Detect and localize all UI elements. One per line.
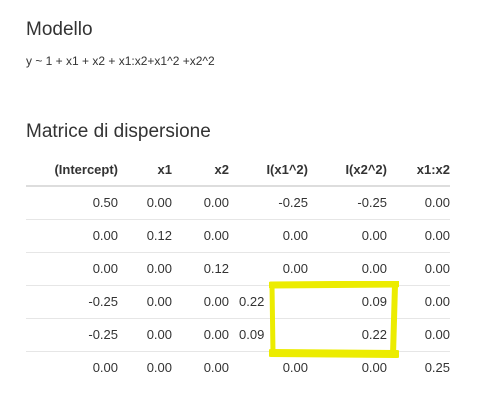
table-row: -0.25 0.00 0.00 0.09 0.22 0.00: [26, 317, 450, 351]
table-cell: -0.25: [278, 195, 308, 211]
table-cell: 0.00: [26, 218, 118, 252]
table-cell: 0.00: [424, 195, 450, 211]
table-cell: 0.00: [118, 284, 172, 318]
dispersion-matrix-table: (Intercept) x1 x2 I(x1^2) I(x2^2) x1:x2 …: [26, 153, 450, 384]
table-cell: 0.00: [172, 284, 229, 318]
table-cell: -0.25: [357, 195, 387, 211]
column-header-x1-squared: I(x1^2): [229, 153, 308, 187]
table-row: 0.00 0.00 0.12 0.00 0.00 0.00: [26, 251, 450, 285]
table-cell: 0.00: [229, 251, 308, 285]
table-cell: 0.00: [387, 218, 450, 252]
column-header-x1-x2: x1:x2: [387, 153, 450, 187]
table-row: 0.00 0.12 0.00 0.00 0.00 0.00: [26, 218, 450, 252]
model-formula: y ~ 1 + x1 + x2 + x1:x2+x1^2 +x2^2: [26, 54, 215, 68]
table-cell: 0.00: [308, 218, 387, 252]
table-cell: 0.50: [92, 195, 118, 211]
table-cell: 0.00: [387, 284, 450, 318]
column-header-intercept: (Intercept): [26, 153, 118, 187]
table-cell: 0.00: [26, 251, 118, 285]
column-header-x2: x2: [172, 153, 229, 187]
table-cell: -0.25: [26, 284, 118, 318]
table-cell-highlighted: 0.22: [308, 317, 387, 351]
table-cell-highlighted: 0.09: [308, 284, 387, 318]
table-cell: 0.00: [172, 317, 229, 351]
table-cell: 0.00: [308, 251, 387, 285]
table-cell: 0.00: [118, 317, 172, 351]
table-cell: 0.12: [118, 218, 172, 252]
table-header-row: (Intercept) x1 x2 I(x1^2) I(x2^2) x1:x2: [26, 153, 450, 187]
table-cell: 0.00: [229, 218, 308, 252]
table-cell: 0.00: [172, 218, 229, 252]
table-cell: 0.00: [308, 350, 387, 384]
table-row: 0.00 0.00 0.00 0.00 0.00 0.25: [26, 350, 450, 384]
dispersion-matrix-title: Matrice di dispersione: [26, 121, 211, 142]
table-cell: 0.00: [229, 350, 308, 384]
table-row: 0.50 0.00 0.00 -0.25 -0.25 0.00: [26, 186, 450, 219]
table-cell: 0.00: [118, 350, 172, 384]
table-cell: 0.00: [387, 251, 450, 285]
column-header-x2-squared: I(x2^2): [308, 153, 387, 187]
table-cell: 0.00: [172, 350, 229, 384]
table-cell: 0.12: [172, 251, 229, 285]
table-cell: 0.00: [387, 317, 450, 351]
table-cell-highlighted: 0.09: [229, 317, 308, 351]
model-section-title: Modello: [26, 19, 93, 40]
table-cell: 0.00: [203, 195, 229, 211]
table-cell: -0.25: [26, 317, 118, 351]
table-cell: 0.00: [26, 350, 118, 384]
table-cell: 0.00: [118, 251, 172, 285]
column-header-x1: x1: [118, 153, 172, 187]
table-cell-highlighted: 0.22: [229, 284, 308, 318]
table-row: -0.25 0.00 0.00 0.22 0.09 0.00: [26, 284, 450, 318]
table-cell: 0.25: [387, 350, 450, 384]
table-cell: 0.00: [146, 195, 172, 211]
